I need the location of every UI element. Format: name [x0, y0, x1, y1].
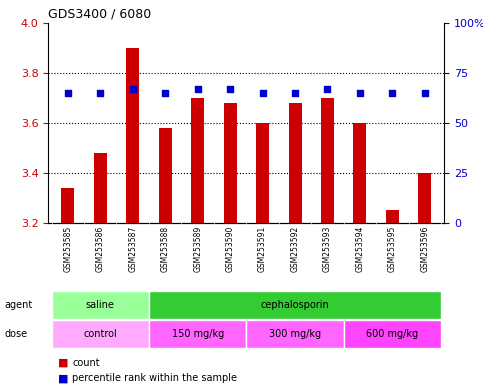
Bar — [288, 103, 301, 223]
Text: GSM253594: GSM253594 — [355, 226, 365, 273]
Text: control: control — [84, 329, 117, 339]
Bar — [159, 128, 171, 223]
Text: ■: ■ — [58, 358, 69, 368]
Text: GSM253588: GSM253588 — [161, 226, 170, 272]
Bar — [354, 123, 367, 223]
Bar — [191, 98, 204, 223]
Bar — [246, 320, 344, 348]
Bar — [321, 98, 334, 223]
Point — [291, 90, 299, 96]
Text: GSM253591: GSM253591 — [258, 226, 267, 272]
Point — [129, 86, 137, 92]
Text: 150 mg/kg: 150 mg/kg — [171, 329, 224, 339]
Text: count: count — [72, 358, 100, 368]
Text: GSM253592: GSM253592 — [291, 226, 299, 272]
Bar — [224, 103, 237, 223]
Text: agent: agent — [5, 300, 33, 310]
Text: GSM253589: GSM253589 — [193, 226, 202, 272]
Text: 600 mg/kg: 600 mg/kg — [366, 329, 418, 339]
Text: cephalosporin: cephalosporin — [261, 300, 329, 310]
Text: GSM253595: GSM253595 — [388, 226, 397, 273]
Text: GDS3400 / 6080: GDS3400 / 6080 — [48, 7, 152, 20]
Text: percentile rank within the sample: percentile rank within the sample — [72, 373, 238, 383]
Bar — [256, 123, 269, 223]
Point — [194, 86, 201, 92]
Point — [226, 86, 234, 92]
Point — [161, 90, 169, 96]
Bar — [149, 320, 246, 348]
Text: GSM253587: GSM253587 — [128, 226, 137, 272]
Bar — [52, 320, 149, 348]
Text: ■: ■ — [58, 373, 69, 383]
Text: saline: saline — [86, 300, 114, 310]
Bar — [126, 48, 139, 223]
Bar — [344, 320, 441, 348]
Point — [324, 86, 331, 92]
Point — [421, 90, 429, 96]
Text: GSM253596: GSM253596 — [420, 226, 429, 273]
Bar — [52, 291, 149, 319]
Bar — [149, 291, 441, 319]
Bar — [94, 153, 107, 223]
Text: 300 mg/kg: 300 mg/kg — [269, 329, 321, 339]
Point — [64, 90, 71, 96]
Point — [356, 90, 364, 96]
Bar — [61, 188, 74, 223]
Point — [388, 90, 396, 96]
Text: GSM253585: GSM253585 — [63, 226, 72, 272]
Point — [97, 90, 104, 96]
Text: GSM253593: GSM253593 — [323, 226, 332, 273]
Text: GSM253590: GSM253590 — [226, 226, 235, 273]
Bar — [418, 173, 431, 223]
Point — [259, 90, 267, 96]
Bar — [386, 210, 399, 223]
Text: GSM253586: GSM253586 — [96, 226, 105, 272]
Text: dose: dose — [5, 329, 28, 339]
